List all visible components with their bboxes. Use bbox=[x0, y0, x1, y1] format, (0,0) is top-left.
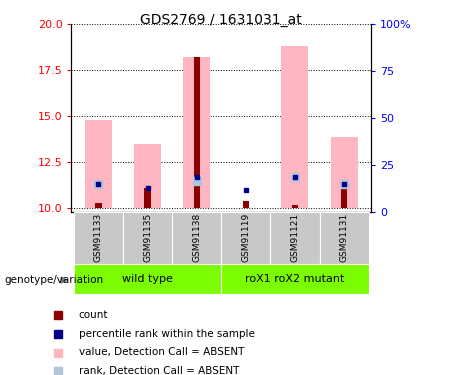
Bar bbox=[271, 212, 319, 264]
Bar bbox=[341, 184, 347, 208]
Bar bbox=[172, 212, 221, 264]
Bar bbox=[85, 120, 112, 208]
Text: GSM91121: GSM91121 bbox=[290, 213, 300, 262]
Text: GSM91135: GSM91135 bbox=[143, 213, 152, 262]
Bar bbox=[123, 212, 172, 264]
Bar bbox=[221, 212, 271, 264]
Text: GSM91131: GSM91131 bbox=[340, 213, 349, 262]
Bar bbox=[282, 46, 308, 208]
Bar bbox=[183, 57, 210, 208]
Bar bbox=[319, 212, 369, 264]
Text: genotype/variation: genotype/variation bbox=[5, 275, 104, 285]
Bar bbox=[134, 144, 161, 208]
Text: wild type: wild type bbox=[122, 274, 173, 284]
Text: GSM91138: GSM91138 bbox=[192, 213, 201, 262]
Text: GDS2769 / 1631031_at: GDS2769 / 1631031_at bbox=[141, 13, 302, 27]
Bar bbox=[74, 212, 123, 264]
Bar bbox=[331, 136, 358, 208]
Bar bbox=[74, 264, 221, 294]
Text: rank, Detection Call = ABSENT: rank, Detection Call = ABSENT bbox=[78, 366, 239, 375]
Text: value, Detection Call = ABSENT: value, Detection Call = ABSENT bbox=[78, 348, 244, 357]
Text: GSM91119: GSM91119 bbox=[242, 213, 250, 262]
Bar bbox=[292, 204, 298, 208]
Bar bbox=[194, 57, 200, 208]
Bar bbox=[95, 202, 102, 208]
Text: count: count bbox=[78, 310, 108, 320]
Bar bbox=[144, 188, 151, 208]
Text: percentile rank within the sample: percentile rank within the sample bbox=[78, 329, 254, 339]
Bar bbox=[221, 264, 369, 294]
Bar bbox=[242, 201, 249, 208]
Text: roX1 roX2 mutant: roX1 roX2 mutant bbox=[245, 274, 345, 284]
Text: GSM91133: GSM91133 bbox=[94, 213, 103, 262]
